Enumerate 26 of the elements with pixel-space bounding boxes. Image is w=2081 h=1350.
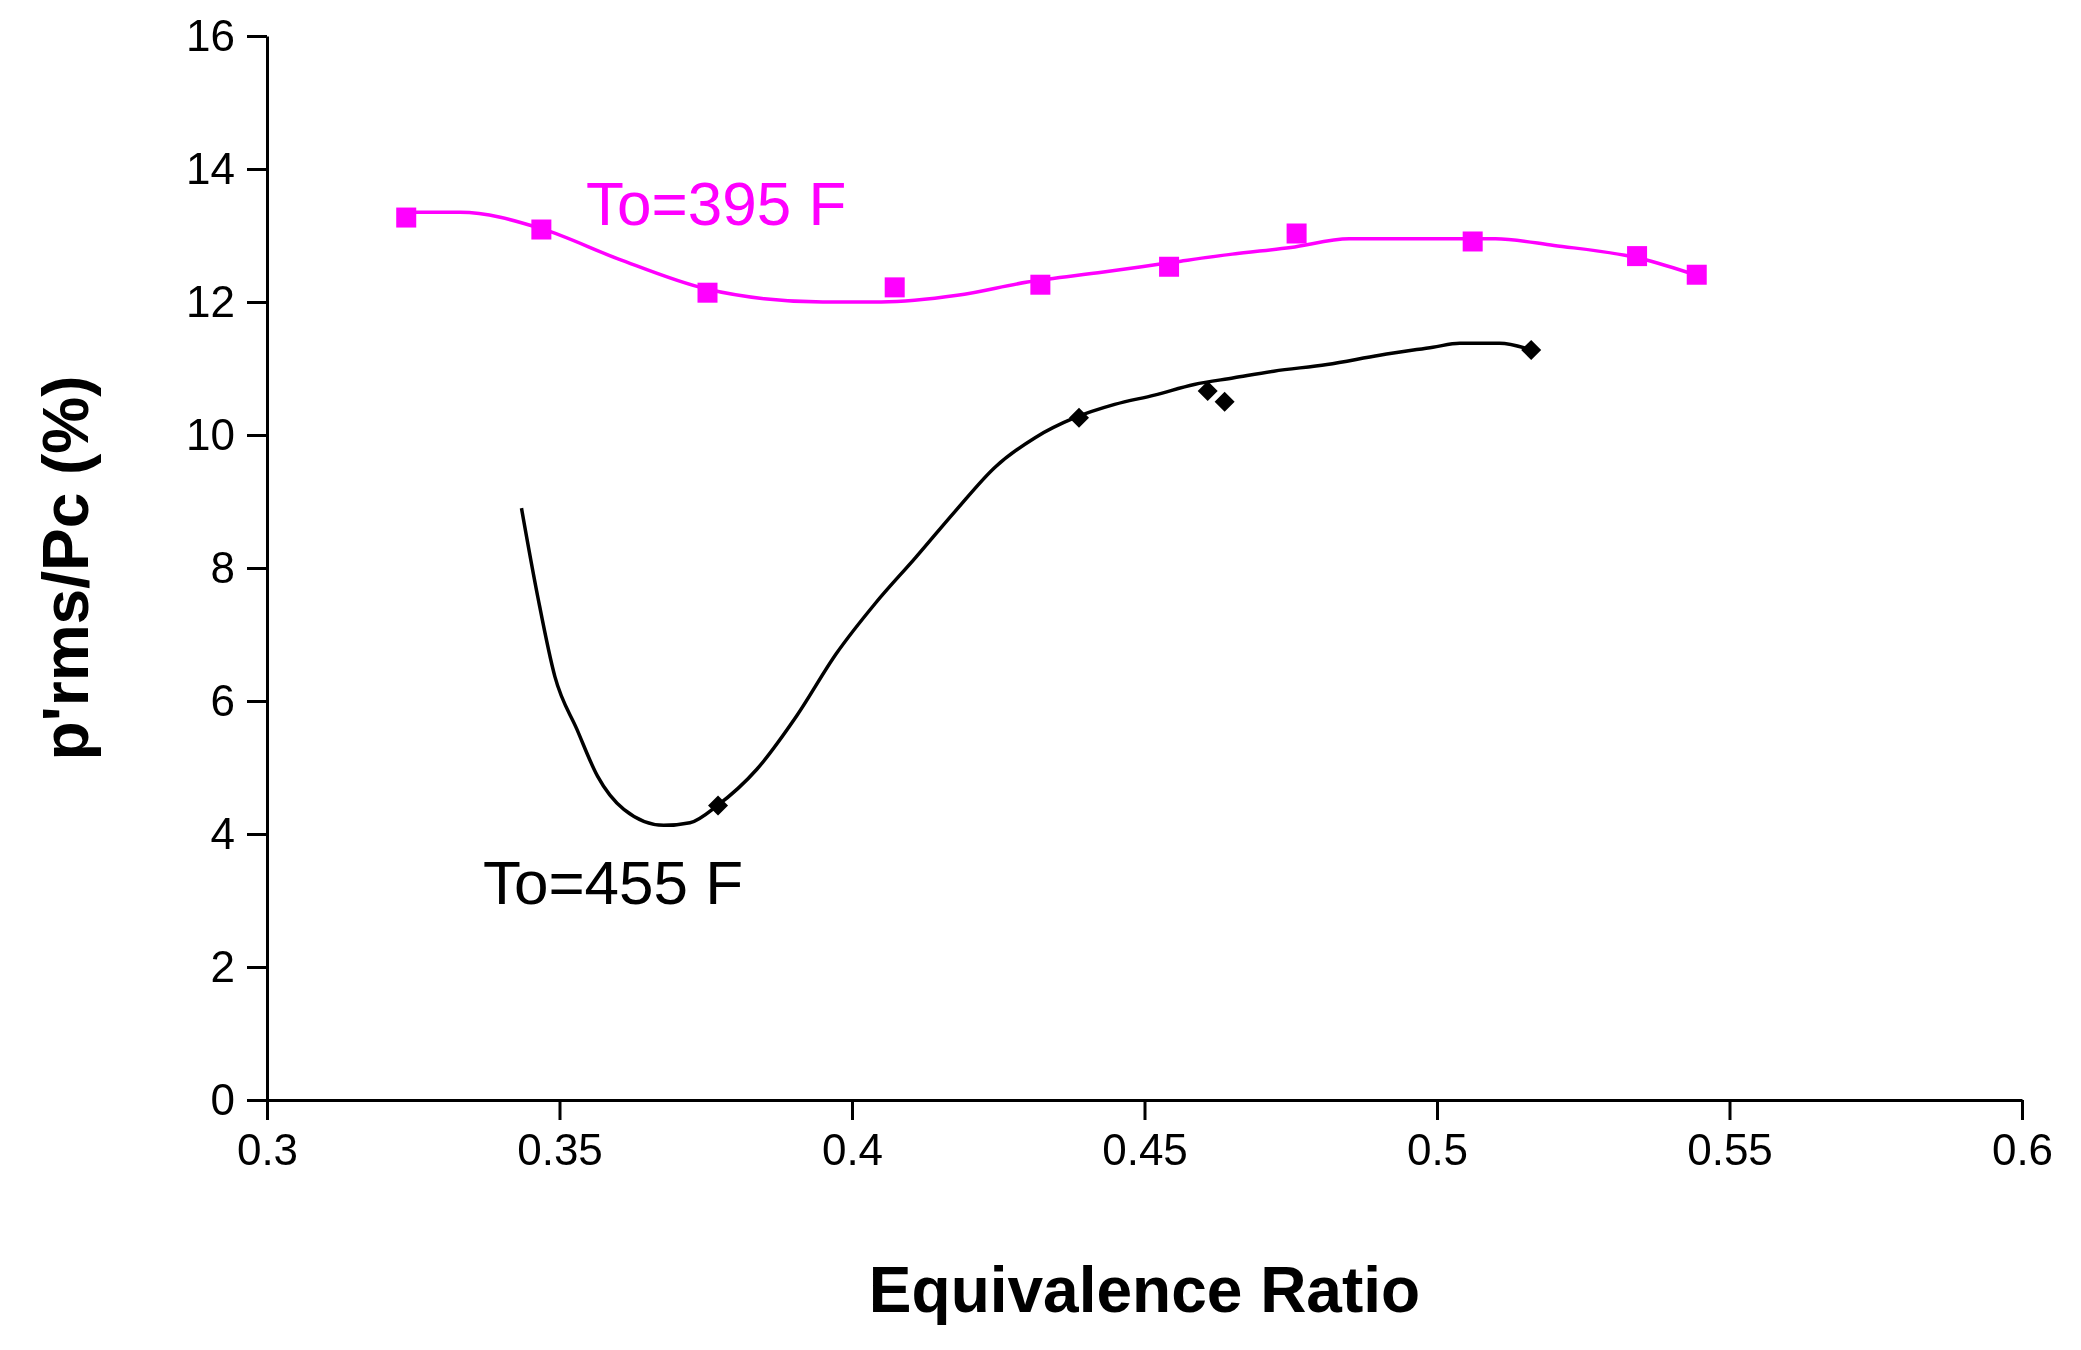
x-tick-label: 0.6: [1991, 1125, 2054, 1175]
y-tick-label: 12: [186, 276, 235, 326]
point: [1286, 223, 1307, 244]
x-tick-label: 0.5: [1406, 1125, 1469, 1175]
point: [1214, 391, 1235, 412]
x-tick-label: 0.4: [821, 1125, 884, 1175]
x-tick-label: 0.3: [236, 1125, 299, 1175]
y-tick-label: 8: [210, 542, 235, 592]
y-tick-label: 6: [210, 675, 235, 725]
point: [884, 277, 905, 298]
y-tick-label: 2: [210, 941, 235, 991]
y-tick-label: 0: [210, 1074, 235, 1124]
y-tick-label: 4: [210, 808, 235, 858]
y-tick-label: 14: [186, 143, 235, 193]
y-axis-title: p'rms/Pc (%): [30, 375, 102, 761]
series-label: To=395 F: [586, 169, 847, 239]
y-tick-label: 10: [186, 409, 235, 459]
x-tick-label: 0.45: [1102, 1125, 1188, 1175]
x-tick-label: 0.55: [1687, 1125, 1773, 1175]
y-tick-label: 16: [186, 10, 235, 60]
point: [1686, 264, 1707, 285]
x-tick-label: 0.35: [517, 1125, 603, 1175]
series-label: To=455 F: [482, 847, 744, 917]
x-axis-title: Equivalence Ratio: [868, 1254, 1421, 1326]
point: [396, 207, 417, 228]
point: [1197, 381, 1218, 402]
